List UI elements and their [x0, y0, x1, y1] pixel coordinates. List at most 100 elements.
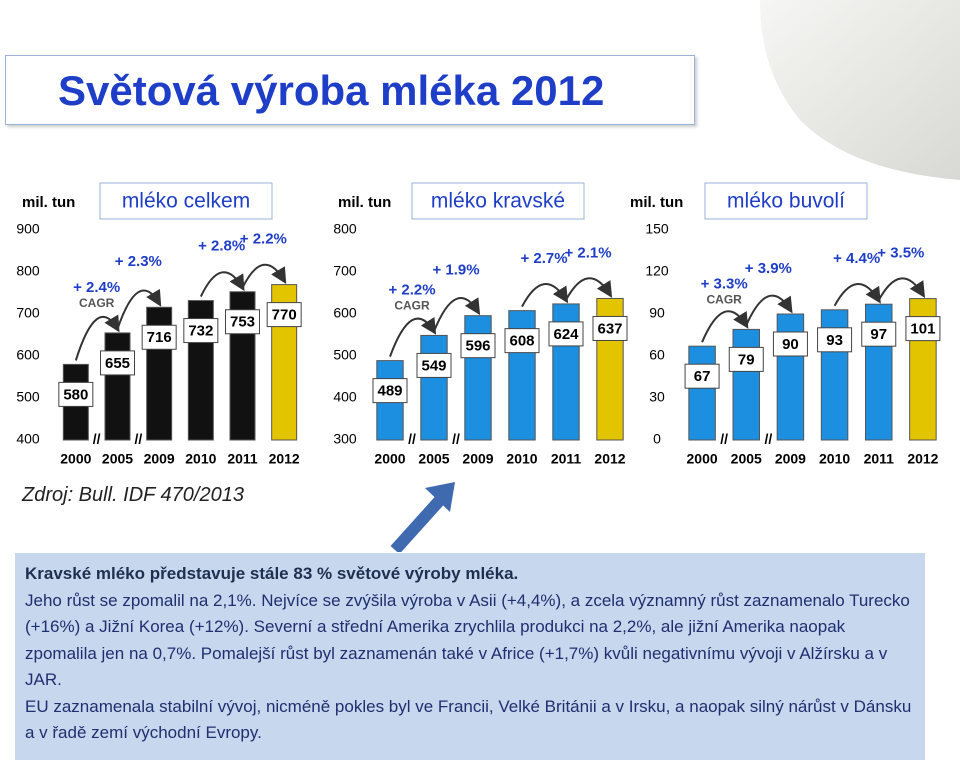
chart-title: mléko kravské	[431, 190, 565, 213]
chart-title-box	[704, 182, 868, 220]
y-tick-label: 300	[333, 431, 357, 447]
value-label: 67	[694, 368, 711, 385]
value-label-box	[817, 327, 853, 353]
growth-label: + 2.7%	[520, 250, 567, 267]
value-label: 97	[870, 326, 887, 343]
growth-arrow	[433, 297, 481, 332]
value-label-box	[141, 324, 177, 350]
growth-label: + 1.9%	[432, 262, 479, 279]
value-label: 655	[105, 355, 130, 372]
chart-title-box	[99, 182, 273, 220]
y-tick-label: 600	[16, 347, 40, 363]
growth-label: + 2.1%	[564, 244, 611, 261]
value-label: 580	[63, 386, 88, 403]
value-label: 489	[377, 383, 402, 400]
x-tick-label: 2009	[462, 451, 493, 467]
x-tick-label: 2000	[60, 451, 91, 467]
unit-label: mil. tun	[338, 194, 391, 211]
slide-title: Světová výroba mléka 2012	[5, 55, 695, 125]
value-label-box	[592, 315, 628, 341]
y-tick-label: 90	[649, 305, 665, 321]
value-label-box	[58, 381, 94, 407]
y-tick-label: 700	[16, 305, 40, 321]
value-label: 101	[910, 321, 935, 338]
y-tick-label: 400	[333, 389, 357, 405]
x-tick-label: 2011	[227, 451, 258, 467]
growth-label: + 2.3%	[115, 253, 162, 270]
y-tick-label: 30	[649, 389, 665, 405]
x-tick-label: 2005	[418, 451, 449, 467]
x-tick-label: 2009	[144, 451, 175, 467]
growth-arrow	[521, 282, 569, 308]
x-tick-label: 2012	[269, 451, 300, 467]
bar	[688, 345, 716, 441]
cagr-note: CAGR	[79, 296, 115, 310]
value-label: 770	[272, 307, 297, 324]
y-tick-label: 120	[645, 263, 669, 279]
value-label: 624	[553, 326, 579, 343]
growth-label: + 2.2%	[388, 281, 435, 298]
x-tick-label: 2000	[374, 451, 405, 467]
growth-label: + 2.4%	[73, 279, 120, 296]
paragraph: EU zaznamenala stabilní vývoj, nicméně p…	[25, 696, 912, 743]
growth-label: + 2.2%	[240, 231, 287, 248]
growth-label: + 3.3%	[701, 275, 748, 292]
x-tick-label: 2010	[506, 451, 537, 467]
growth-arrow	[116, 288, 162, 330]
value-label-box	[100, 350, 135, 376]
y-tick-label: 800	[16, 263, 40, 279]
value-label: 753	[230, 314, 255, 331]
axis-break: //	[408, 431, 416, 447]
growth-label: + 3.9%	[745, 260, 792, 277]
bar	[104, 332, 131, 441]
lead: Kravské mléko představuje stále 83 % svě…	[25, 564, 519, 583]
cagr-note: CAGR	[394, 299, 430, 313]
unit-label: mil. tun	[630, 194, 683, 211]
growth-arrow	[565, 277, 613, 301]
value-label-box	[460, 333, 496, 359]
y-tick-label: 400	[16, 431, 40, 447]
value-label-box	[772, 331, 808, 357]
x-tick-label: 2009	[775, 451, 806, 467]
y-tick-label: 500	[333, 347, 357, 363]
y-tick-label: 150	[645, 221, 669, 237]
y-tick-label: 60	[649, 347, 665, 363]
y-tick-label: 700	[333, 263, 357, 279]
axis-break: //	[134, 431, 142, 447]
value-label-box	[861, 321, 897, 347]
y-tick-label: 800	[333, 221, 357, 237]
growth-arrow	[745, 294, 793, 326]
value-label: 549	[421, 357, 446, 374]
value-label-box	[266, 302, 302, 328]
chart-title: mléko buvolí	[727, 190, 845, 213]
growth-arrow	[389, 317, 437, 357]
value-label: 596	[465, 338, 490, 355]
x-tick-label: 2011	[864, 451, 895, 467]
value-label: 93	[826, 332, 843, 349]
growth-arrow	[199, 271, 245, 297]
growth-label: + 4.4%	[833, 250, 880, 267]
charts: mil. tun mléko celkem40050060070080090020…	[16, 0, 960, 552]
value-label: 608	[509, 333, 534, 350]
value-label-box	[504, 328, 540, 354]
x-tick-label: 2005	[731, 451, 762, 467]
growth-arrow	[833, 283, 881, 307]
value-label-box	[905, 316, 941, 342]
growth-arrow	[74, 314, 120, 361]
bar	[732, 328, 760, 441]
bar	[420, 334, 448, 441]
value-label-box	[225, 309, 260, 335]
axis-break: //	[720, 431, 728, 447]
arrow-head	[425, 482, 455, 512]
value-label-box	[728, 346, 764, 372]
growth-arrow	[877, 277, 926, 301]
x-tick-label: 2010	[819, 451, 850, 467]
value-label: 79	[738, 351, 755, 368]
growth-label: + 3.5%	[877, 245, 924, 262]
value-label: 637	[597, 320, 622, 337]
x-tick-label: 2010	[185, 451, 216, 467]
x-tick-label: 2005	[102, 451, 133, 467]
y-tick-label: 500	[16, 389, 40, 405]
y-tick-label: 600	[333, 305, 357, 321]
x-tick-label: 2000	[687, 451, 718, 467]
